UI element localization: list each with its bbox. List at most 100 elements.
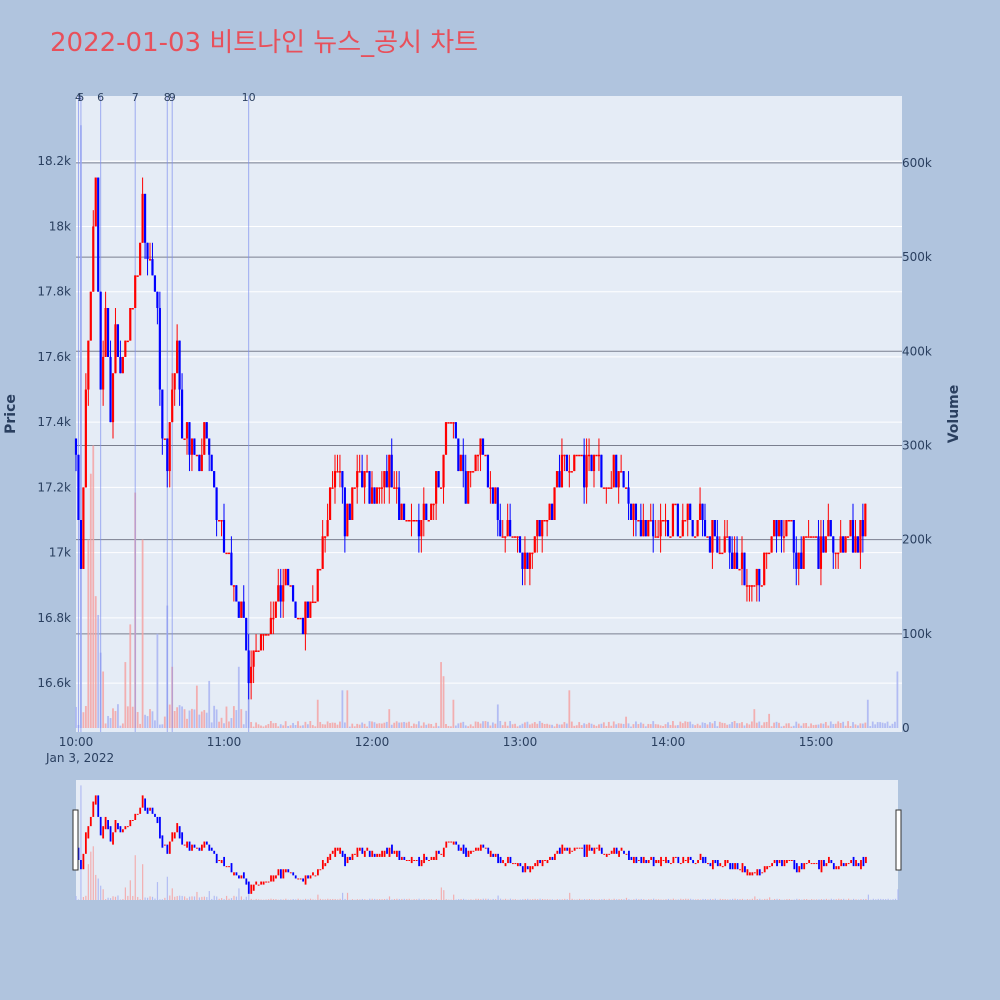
rangeslider-candle xyxy=(279,869,282,879)
volume-bar xyxy=(528,724,531,728)
candle-body xyxy=(713,520,716,537)
volume-bar xyxy=(812,725,815,728)
volume-bar xyxy=(588,722,590,728)
candle-body xyxy=(573,454,576,472)
rangeslider-candle xyxy=(786,860,788,864)
candle-body xyxy=(168,422,171,472)
rangeslider-candle xyxy=(746,869,749,876)
rangeslider-volume-bar xyxy=(267,899,270,900)
time-axis: 10:00 11:00 12:00 13:00 14:00 15:00 xyxy=(59,735,834,749)
rangeslider-volume-bar xyxy=(848,898,850,900)
candle-body xyxy=(435,471,438,504)
rangeslider-volume-bar xyxy=(102,889,104,900)
rangeslider-candle xyxy=(793,860,796,870)
volume-bar xyxy=(420,725,423,728)
rangeslider-candle xyxy=(215,853,218,864)
candle-body xyxy=(790,520,793,522)
candle-body xyxy=(143,193,147,243)
volume-bar xyxy=(669,724,672,728)
rangeslider-candle xyxy=(632,856,635,864)
rangeslider-candle xyxy=(250,884,253,894)
volume-bar xyxy=(546,723,549,728)
volume-bar xyxy=(252,726,255,728)
candle-body xyxy=(242,601,245,618)
rangeslider-candle xyxy=(665,856,667,864)
news-marker-label: 7 xyxy=(132,91,139,104)
rangeslider-volume-bar xyxy=(186,898,188,900)
rangeslider-candle xyxy=(102,826,105,839)
volume-bar xyxy=(161,724,164,728)
rangeslider-volume-bar xyxy=(865,898,867,900)
volume-bar xyxy=(891,723,894,728)
volume-bar xyxy=(114,711,117,728)
rangeslider-volume-bar xyxy=(477,898,479,900)
rangeslider-candle xyxy=(662,860,665,861)
rangeslider-candle xyxy=(756,869,759,876)
volume-bar xyxy=(563,722,566,728)
rangeslider-candle xyxy=(613,847,616,854)
volume-bar xyxy=(765,721,768,728)
volume-bar xyxy=(321,724,324,728)
volume-bar xyxy=(383,722,386,728)
candle-body xyxy=(802,536,805,569)
candle-body xyxy=(415,520,418,522)
volume-bar xyxy=(141,539,144,728)
rangeslider-volume-bar xyxy=(295,899,297,900)
volume-bar xyxy=(561,724,563,728)
candle-body xyxy=(141,193,144,243)
rangeslider-volume-bar xyxy=(92,846,94,900)
rangeslider-volume-bar xyxy=(344,898,346,900)
candle-body xyxy=(526,552,529,569)
volume-bar xyxy=(427,723,430,728)
rangeslider-candle xyxy=(615,847,618,854)
rangeslider-candle xyxy=(196,847,198,849)
volume-bar xyxy=(346,690,349,728)
rangeslider-volume-bar xyxy=(680,898,682,900)
candle-body xyxy=(213,471,216,488)
candle-body xyxy=(610,487,613,489)
rangeslider-volume-bar xyxy=(383,898,386,900)
rangeslider-candle xyxy=(598,844,601,851)
volume-bar xyxy=(223,723,225,728)
volume-bar xyxy=(334,722,336,728)
rangeslider-volume-bar xyxy=(734,898,736,900)
rangeslider-candle xyxy=(410,856,413,864)
rangeslider-right-handle[interactable] xyxy=(895,809,902,871)
rangeslider-candle xyxy=(655,860,657,864)
volume-bar xyxy=(240,709,243,728)
volume-bar xyxy=(642,723,645,728)
rangeslider-volume-bar xyxy=(685,898,687,900)
candle-body xyxy=(427,520,430,522)
rangeslider-volume-bar xyxy=(151,896,154,900)
volume-bar xyxy=(731,722,734,728)
rangeslider-candle xyxy=(642,856,645,864)
candle-body xyxy=(289,585,292,587)
rangeslider-volume-bar xyxy=(87,864,89,900)
rangeslider-left-handle[interactable] xyxy=(72,809,79,871)
volume-bar xyxy=(294,725,297,728)
rangeslider-volume-bar xyxy=(650,899,652,900)
candle-body xyxy=(410,520,413,522)
volume-bar xyxy=(709,722,711,728)
volume-bar xyxy=(129,624,132,728)
rangeslider-background[interactable] xyxy=(76,780,898,900)
rangeslider-candle xyxy=(383,850,386,857)
rangeslider-candle xyxy=(637,860,640,861)
volume-bar xyxy=(491,722,494,728)
volume-bar xyxy=(602,722,605,728)
rangeslider-candle xyxy=(287,869,290,873)
rangeslider-volume-bar xyxy=(275,899,277,900)
volume-bar xyxy=(87,539,90,728)
candle-body xyxy=(694,536,697,538)
volume-bar xyxy=(607,721,610,728)
candle-body xyxy=(652,520,655,537)
candle-body xyxy=(785,520,788,537)
rangeslider-candle xyxy=(218,860,221,861)
candle-body xyxy=(139,242,142,276)
volume-bar xyxy=(131,706,134,728)
candle-body xyxy=(706,536,709,538)
candle-body xyxy=(602,487,605,489)
rangeslider-volume-bar xyxy=(712,899,714,900)
volume-bar xyxy=(353,726,356,728)
